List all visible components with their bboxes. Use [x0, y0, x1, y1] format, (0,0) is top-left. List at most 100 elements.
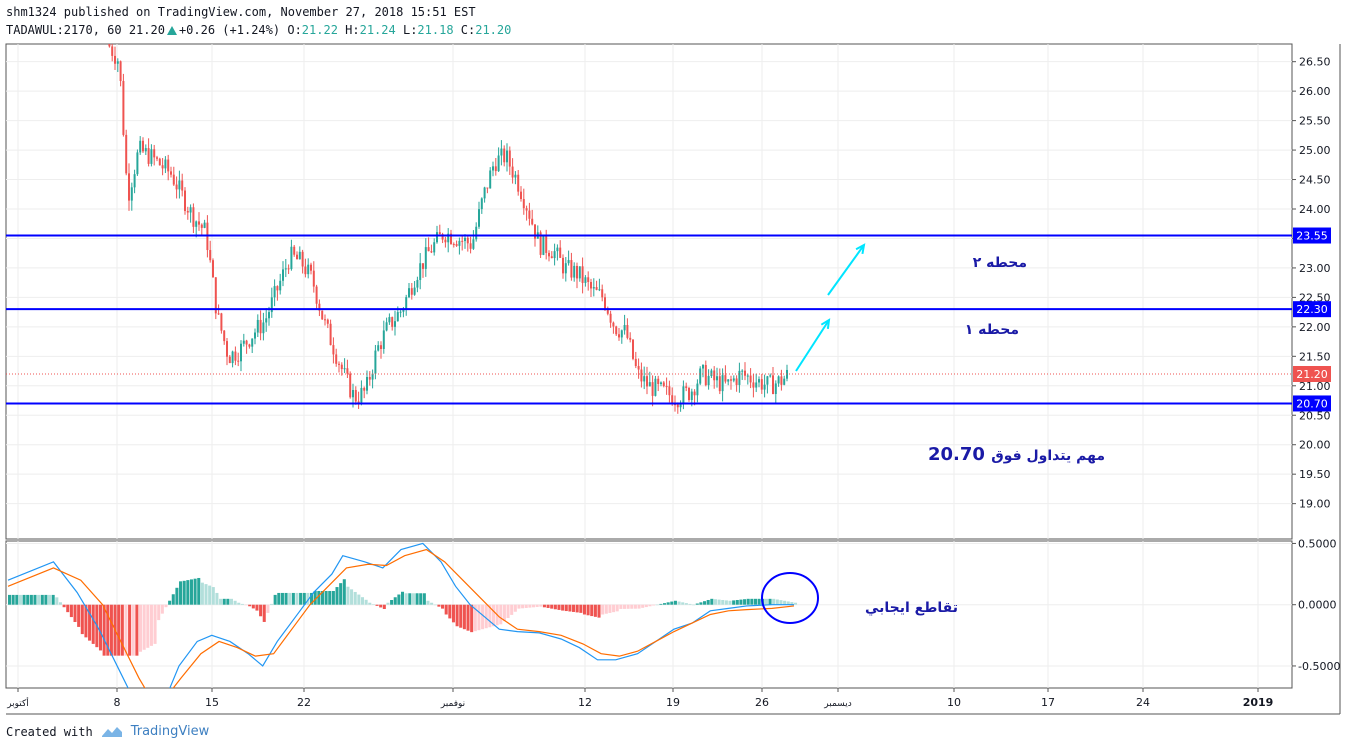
- candle-body: [396, 312, 399, 322]
- macd-histogram-bar: [746, 598, 750, 605]
- candle-body: [618, 334, 620, 338]
- macd-histogram-bar: [320, 590, 324, 605]
- macd-histogram-bar: [219, 598, 223, 605]
- macd-histogram-bar: [208, 585, 212, 605]
- macd-histogram-bar: [542, 604, 546, 608]
- macd-histogram-bar: [22, 594, 26, 605]
- macd-histogram-bar: [364, 599, 368, 605]
- macd-histogram-bar: [706, 599, 710, 605]
- time-tick-label: 19: [666, 696, 680, 709]
- candle-body: [760, 379, 763, 390]
- tradingview-brand-label[interactable]: TradingView: [130, 724, 210, 739]
- candle-body: [388, 317, 391, 323]
- macd-histogram-bar: [455, 604, 459, 627]
- macd-histogram-bar: [415, 593, 419, 605]
- candle-body: [590, 281, 592, 289]
- candle-body: [385, 322, 388, 331]
- candle-body: [170, 171, 172, 175]
- macd-histogram-bar: [411, 593, 415, 605]
- macd-histogram-bar: [546, 604, 550, 608]
- candle-body: [475, 226, 478, 240]
- candle-body: [738, 370, 741, 385]
- target-arrow-line: [795, 319, 830, 372]
- macd-histogram-bar: [582, 604, 586, 615]
- candle-body: [318, 303, 321, 311]
- macd-histogram-bar: [466, 604, 470, 631]
- macd-histogram-bar: [768, 598, 772, 605]
- candle-body: [564, 263, 567, 274]
- candle-body: [175, 184, 178, 190]
- candle-body: [254, 332, 256, 339]
- candle-body: [534, 224, 536, 239]
- macd-histogram-bar: [663, 603, 667, 605]
- macd-group: [7, 542, 798, 688]
- macd-histogram-bar: [106, 604, 110, 656]
- candle-body: [223, 330, 226, 342]
- candle-body: [114, 55, 116, 64]
- macd-histogram-bar: [732, 600, 736, 605]
- macd-histogram-bar: [644, 604, 648, 608]
- change-value: +0.26 (+1.24%): [178, 23, 281, 37]
- macd-histogram-bar: [590, 604, 594, 617]
- candle-body: [545, 235, 548, 253]
- macd-histogram-bar: [193, 578, 197, 605]
- station-1-label: محطه ١: [965, 322, 1019, 338]
- macd-histogram-bar: [601, 604, 605, 615]
- candle-body: [766, 376, 769, 385]
- candle-body: [192, 207, 195, 227]
- candle-body: [592, 287, 595, 289]
- macd-histogram-bar: [717, 599, 721, 605]
- macd-histogram-bar: [535, 604, 539, 607]
- macd-histogram-bar: [273, 594, 277, 605]
- candle-body: [458, 240, 461, 246]
- macd-histogram-bar: [15, 594, 19, 605]
- candle-body: [438, 232, 441, 235]
- crossover-circle: [761, 572, 819, 624]
- candle-body: [368, 377, 371, 380]
- macd-histogram-bar: [335, 587, 339, 605]
- candle-body: [718, 376, 721, 392]
- macd-histogram-bar: [615, 604, 619, 612]
- candle-body: [125, 134, 128, 174]
- candle-body: [234, 351, 237, 361]
- macd-histogram-bar: [44, 594, 48, 605]
- macd-histogram-bar: [586, 604, 590, 616]
- macd-histogram-bar: [604, 604, 608, 614]
- macd-histogram-bar: [779, 600, 783, 605]
- time-tick-label: أكتوبر: [6, 697, 29, 709]
- low-value: 21.18: [417, 23, 454, 37]
- macd-histogram-bar: [240, 603, 244, 605]
- macd-histogram-bar: [102, 604, 106, 656]
- time-tick-label: 10: [947, 696, 961, 709]
- last-price-badge: [1293, 366, 1331, 382]
- macd-histogram-bar: [197, 577, 201, 605]
- candle-body: [688, 388, 690, 401]
- macd-histogram-bar: [342, 579, 346, 605]
- price-tick-label: 24.00: [1299, 203, 1331, 216]
- level-price-badge: [1293, 395, 1331, 412]
- candle-body: [128, 173, 130, 201]
- symbol-label: TADAWUL:2170, 60: [6, 23, 122, 37]
- candle-body: [184, 190, 186, 211]
- candle-body: [119, 61, 122, 82]
- macd-histogram-bar: [433, 604, 437, 606]
- candle-body: [780, 376, 783, 385]
- macd-histogram-bar: [168, 600, 172, 605]
- macd-histogram-bar: [88, 604, 92, 641]
- macd-histogram-bar: [40, 594, 44, 605]
- macd-histogram-bar: [506, 604, 510, 619]
- candle-body: [164, 159, 167, 169]
- macd-histogram-bar: [564, 604, 568, 612]
- macd-histogram-bar: [11, 594, 15, 605]
- macd-histogram-bar: [597, 604, 601, 618]
- candle-body: [181, 180, 184, 191]
- candle-body: [450, 233, 452, 244]
- candle-body: [741, 370, 744, 372]
- candle-body: [654, 378, 657, 396]
- candle-body: [609, 313, 612, 323]
- macd-histogram-bar: [299, 592, 303, 605]
- macd-histogram-bar: [244, 604, 248, 606]
- macd-histogram-bar: [684, 603, 688, 605]
- macd-histogram-bar: [699, 602, 703, 605]
